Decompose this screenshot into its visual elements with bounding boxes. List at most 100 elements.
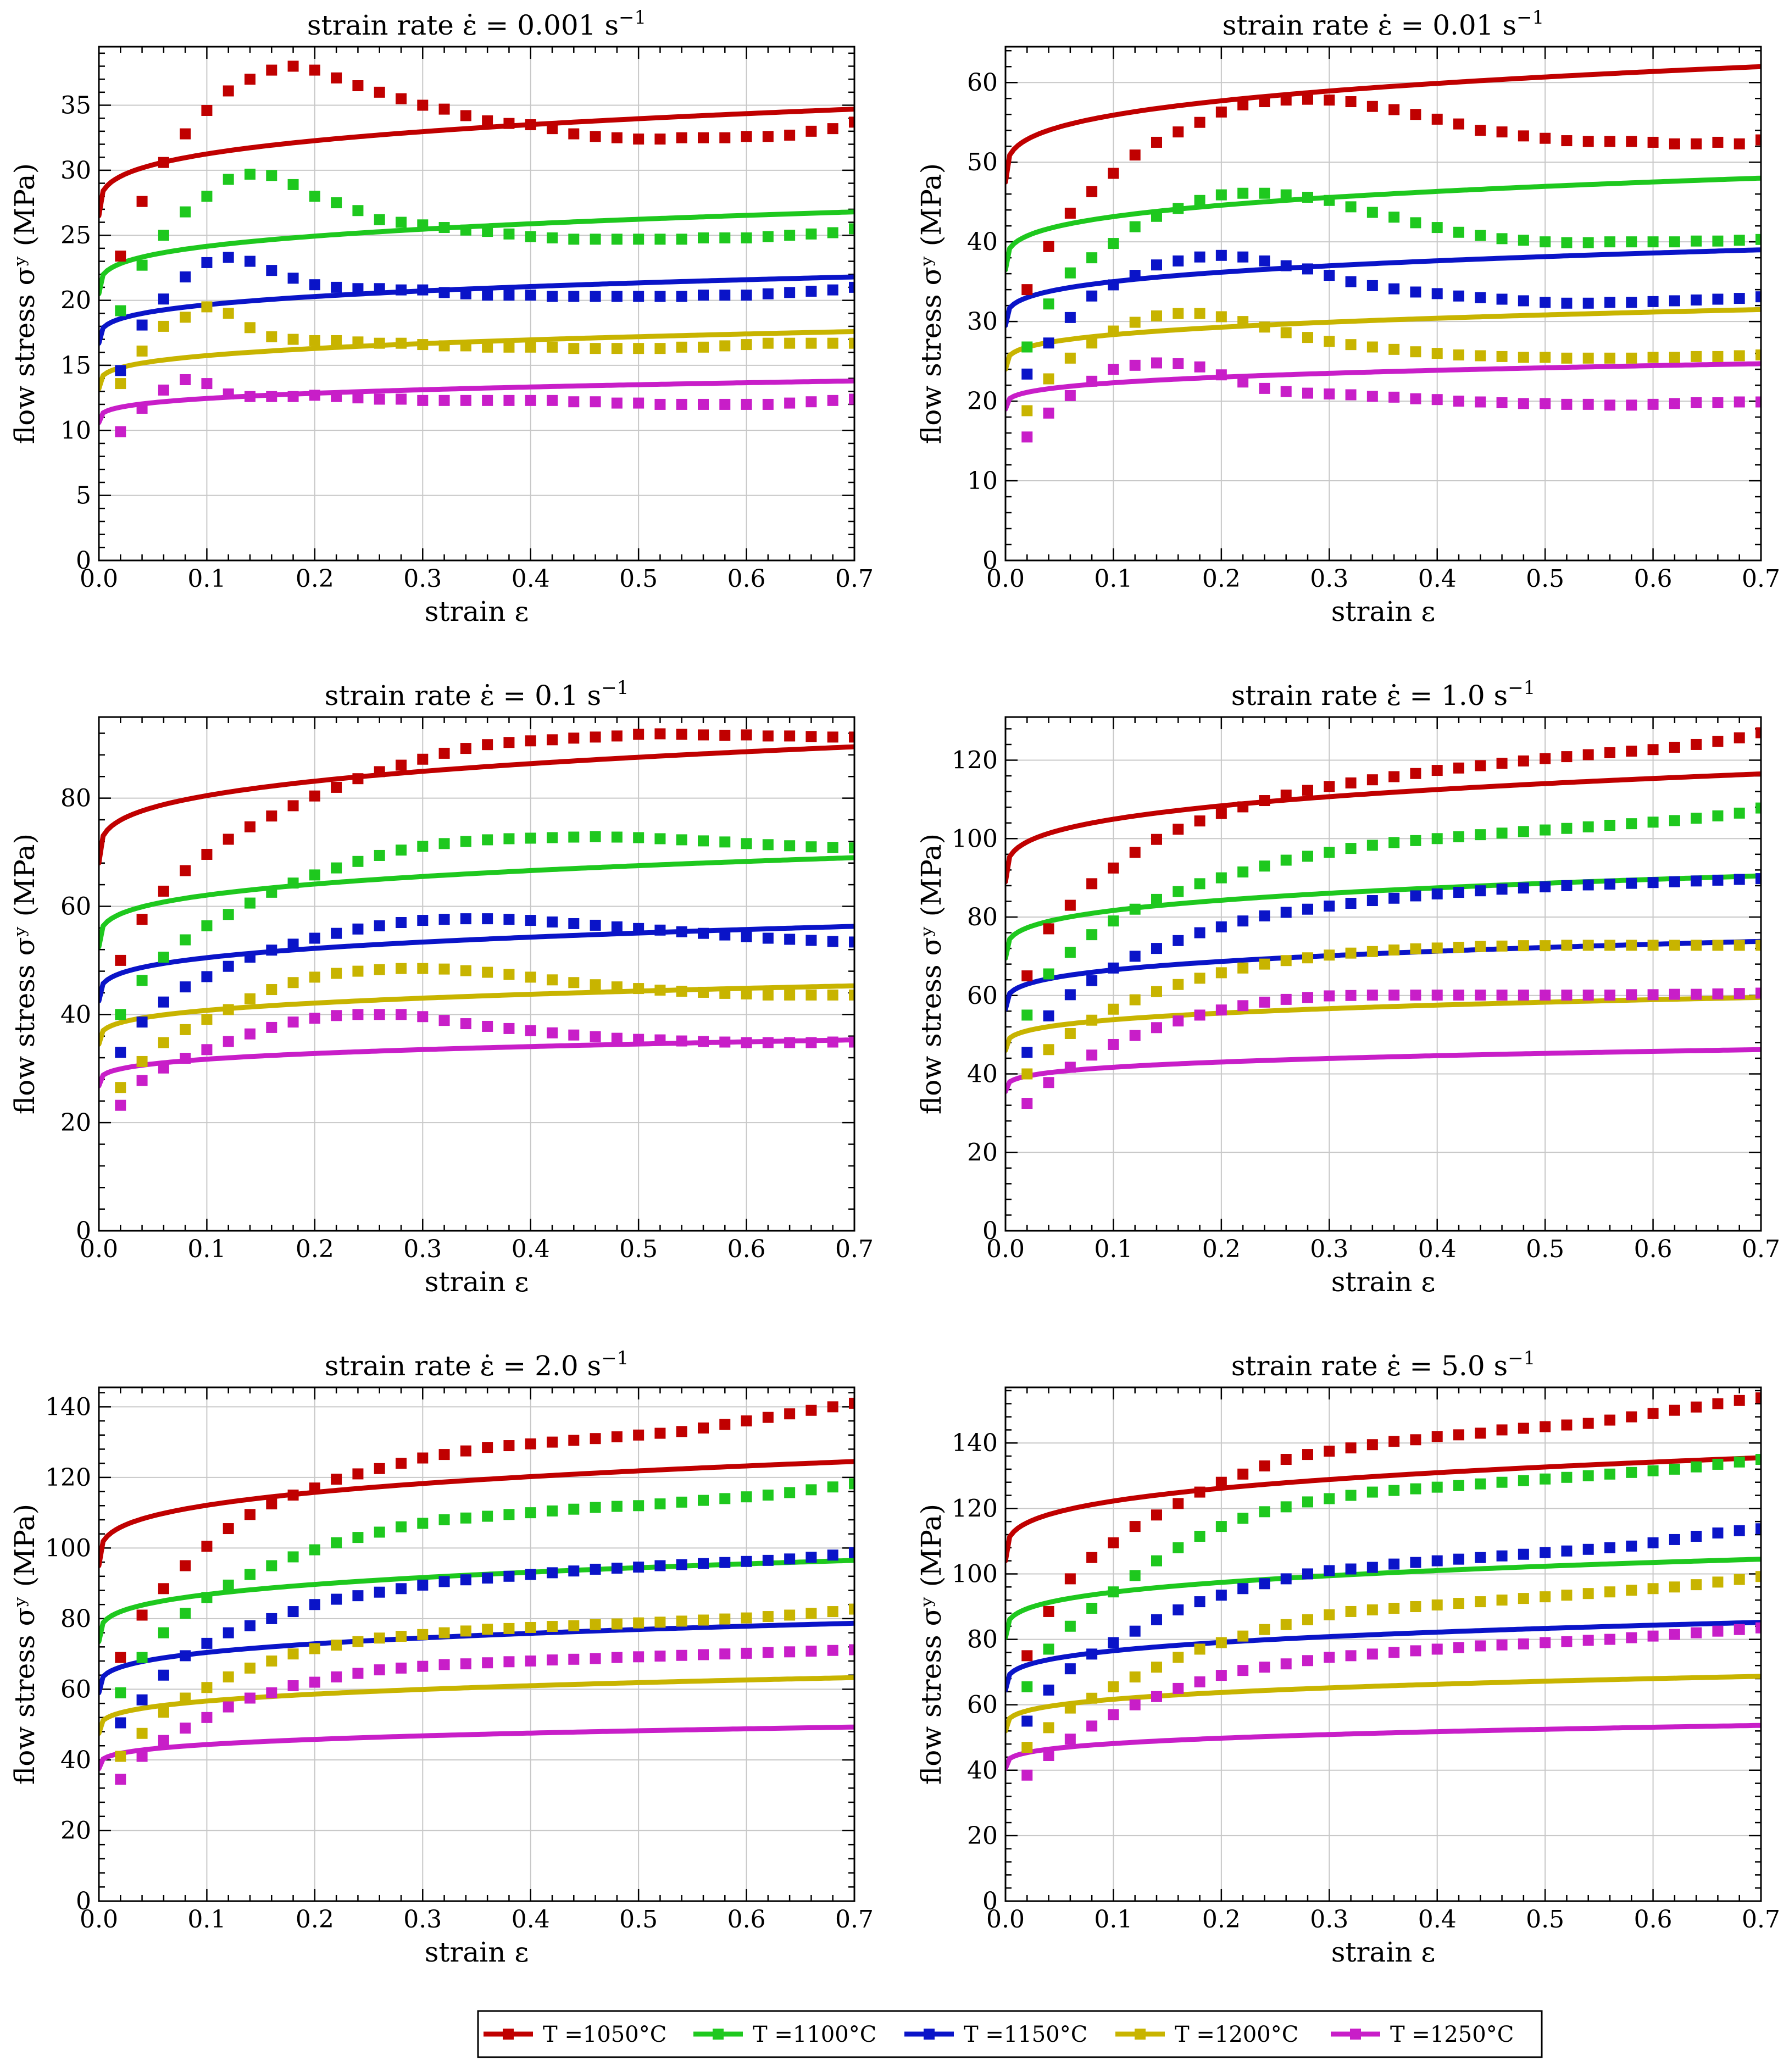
data-point xyxy=(396,1458,407,1469)
data-point xyxy=(374,1463,385,1474)
data-point xyxy=(698,927,709,939)
data-point xyxy=(1604,1542,1615,1553)
data-point xyxy=(309,64,320,76)
data-point xyxy=(1215,921,1227,932)
data-point xyxy=(676,291,687,302)
data-point xyxy=(1496,1424,1508,1436)
data-point xyxy=(352,923,364,935)
data-point xyxy=(287,800,299,812)
data-point xyxy=(136,1609,148,1621)
data-point xyxy=(784,840,796,852)
y-tick-label: 100 xyxy=(952,1560,998,1588)
data-point xyxy=(460,395,471,406)
data-point xyxy=(1388,837,1400,848)
data-point xyxy=(590,234,601,245)
axes-frame xyxy=(1004,1386,1762,1902)
data-point xyxy=(245,1569,255,1580)
x-tick-label: 0.3 xyxy=(1310,1906,1348,1934)
data-point xyxy=(1431,942,1443,954)
data-point xyxy=(1410,990,1421,1001)
data-point xyxy=(1194,973,1205,984)
data-point xyxy=(1043,407,1054,419)
data-point xyxy=(374,86,385,98)
data-point xyxy=(1237,187,1249,199)
fit-curve-1 xyxy=(1005,64,1761,185)
data-point xyxy=(611,234,623,245)
data-point xyxy=(460,836,471,847)
data-point xyxy=(1669,295,1680,307)
data-point xyxy=(590,1031,601,1042)
data-point xyxy=(1669,741,1680,753)
data-point xyxy=(1431,288,1443,299)
data-point xyxy=(1647,136,1659,148)
data-point xyxy=(1582,990,1594,1001)
y-tick-label: 25 xyxy=(60,221,91,249)
data-point xyxy=(1194,1676,1205,1687)
data-point xyxy=(223,834,234,845)
data-point xyxy=(1475,292,1486,303)
data-point xyxy=(1064,312,1076,323)
data-point xyxy=(1151,1662,1162,1673)
data-point xyxy=(1021,405,1033,416)
data-point xyxy=(762,231,774,242)
data-point xyxy=(482,1020,493,1032)
data-point xyxy=(654,134,666,145)
data-point xyxy=(590,1502,601,1513)
data-point xyxy=(611,981,623,993)
data-point xyxy=(1151,1555,1162,1567)
data-point xyxy=(698,1422,709,1434)
data-point xyxy=(1064,1062,1076,1073)
data-point xyxy=(698,232,709,243)
data-point xyxy=(1064,1027,1076,1039)
data-point xyxy=(223,1701,234,1713)
data-point xyxy=(1086,337,1098,349)
data-point xyxy=(698,1649,709,1660)
data-point xyxy=(1021,1715,1033,1727)
data-point xyxy=(1582,879,1594,891)
data-point xyxy=(1431,113,1443,125)
data-point xyxy=(1194,1643,1205,1655)
data-point xyxy=(1410,1483,1421,1495)
data-point xyxy=(1194,116,1205,128)
x-tick-label: 0.3 xyxy=(403,1235,442,1263)
data-point xyxy=(805,1484,817,1496)
axes-frame xyxy=(98,46,855,562)
data-point xyxy=(1215,808,1227,819)
data-point xyxy=(1345,276,1357,287)
data-point xyxy=(352,336,364,348)
data-point xyxy=(1345,1606,1357,1617)
data-point xyxy=(568,831,580,843)
data-point xyxy=(180,271,191,282)
data-point xyxy=(115,378,126,390)
data-point xyxy=(1626,1585,1637,1596)
data-point xyxy=(762,839,774,851)
axes-frame xyxy=(98,716,855,1232)
data-point xyxy=(633,343,645,354)
data-point xyxy=(417,1629,429,1640)
data-point xyxy=(1582,237,1594,248)
data-point xyxy=(245,821,255,832)
data-point xyxy=(633,291,645,302)
data-point xyxy=(136,1075,148,1086)
data-point xyxy=(1540,1473,1551,1485)
data-point xyxy=(503,833,515,845)
data-point xyxy=(396,1009,407,1020)
data-point xyxy=(1540,824,1551,836)
data-point xyxy=(180,128,191,140)
data-point xyxy=(633,729,645,740)
data-point xyxy=(698,835,709,847)
data-point xyxy=(1302,332,1313,343)
data-point xyxy=(245,1620,255,1631)
data-point xyxy=(1540,881,1551,893)
data-point xyxy=(287,1606,299,1618)
x-tick-label: 0.5 xyxy=(1526,1906,1564,1934)
data-point xyxy=(1021,1098,1033,1109)
data-point xyxy=(1237,1513,1249,1524)
data-point xyxy=(1561,880,1573,891)
data-point xyxy=(1129,316,1141,328)
data-point xyxy=(266,886,277,898)
data-point xyxy=(1669,1404,1680,1416)
data-point xyxy=(1280,95,1292,106)
data-point xyxy=(331,1640,342,1651)
legend-label-2: T =1100°C xyxy=(753,2022,876,2047)
